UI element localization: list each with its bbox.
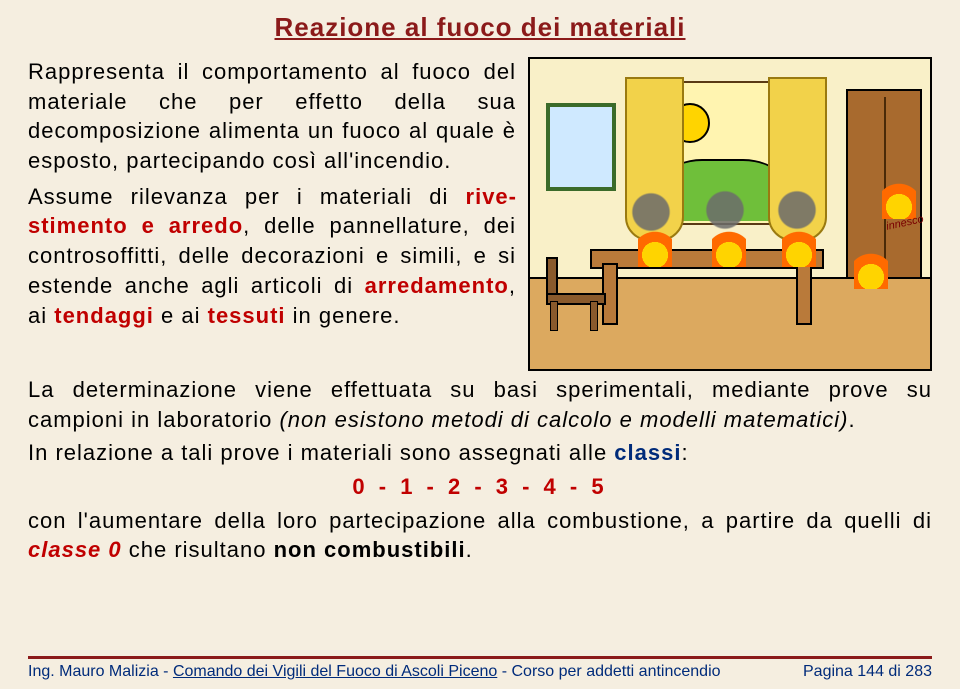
paragraph-4: In relazione a tali prove i materiali so…: [28, 438, 932, 468]
desk-leg-icon: [796, 263, 812, 325]
footer-page-number: Pagina 144 di 283: [803, 663, 932, 681]
classes-line: 0 - 1 - 2 - 3 - 4 - 5: [28, 472, 932, 502]
flame-icon: [854, 249, 888, 289]
page-title: Reazione al fuoco dei materiali: [28, 12, 932, 43]
room-fire-illustration: innesco: [528, 57, 932, 371]
footer-divider: [28, 656, 932, 659]
paragraph-3: La determinazione viene effettuata su ba…: [28, 375, 932, 434]
flame-icon: [712, 227, 746, 267]
flame-icon: [782, 227, 816, 267]
em-classe0: classe 0: [28, 537, 122, 562]
italic-note: (non esistono metodi di calcolo e modell…: [279, 407, 848, 432]
paragraph-5: con l'aumentare della loro partecipazion…: [28, 506, 932, 565]
wall-picture-icon: [546, 103, 616, 191]
em-arredamento: arredamento: [365, 273, 509, 298]
strong-noncombustibili: non combustibili: [274, 537, 466, 562]
paragraph-2: Assume rilevanza per i materiali di rive…: [28, 182, 516, 330]
left-text-column: Rappresenta il comportamento al fuoco de…: [28, 57, 516, 371]
em-classi: classi: [614, 440, 681, 465]
paragraph-1: Rappresenta il comportamento al fuoco de…: [28, 57, 516, 176]
footer-left: Ing. Mauro Malizia - Comando dei Vigili …: [28, 663, 721, 681]
em-tendaggi: tendaggi: [54, 303, 154, 328]
page-footer: Ing. Mauro Malizia - Comando dei Vigili …: [0, 656, 960, 681]
flame-icon: [882, 179, 916, 219]
em-tessuti: tessuti: [208, 303, 286, 328]
flame-icon: [638, 227, 672, 267]
footer-link[interactable]: Comando dei Vigili del Fuoco di Ascoli P…: [173, 663, 497, 680]
chair-icon: [546, 257, 606, 327]
